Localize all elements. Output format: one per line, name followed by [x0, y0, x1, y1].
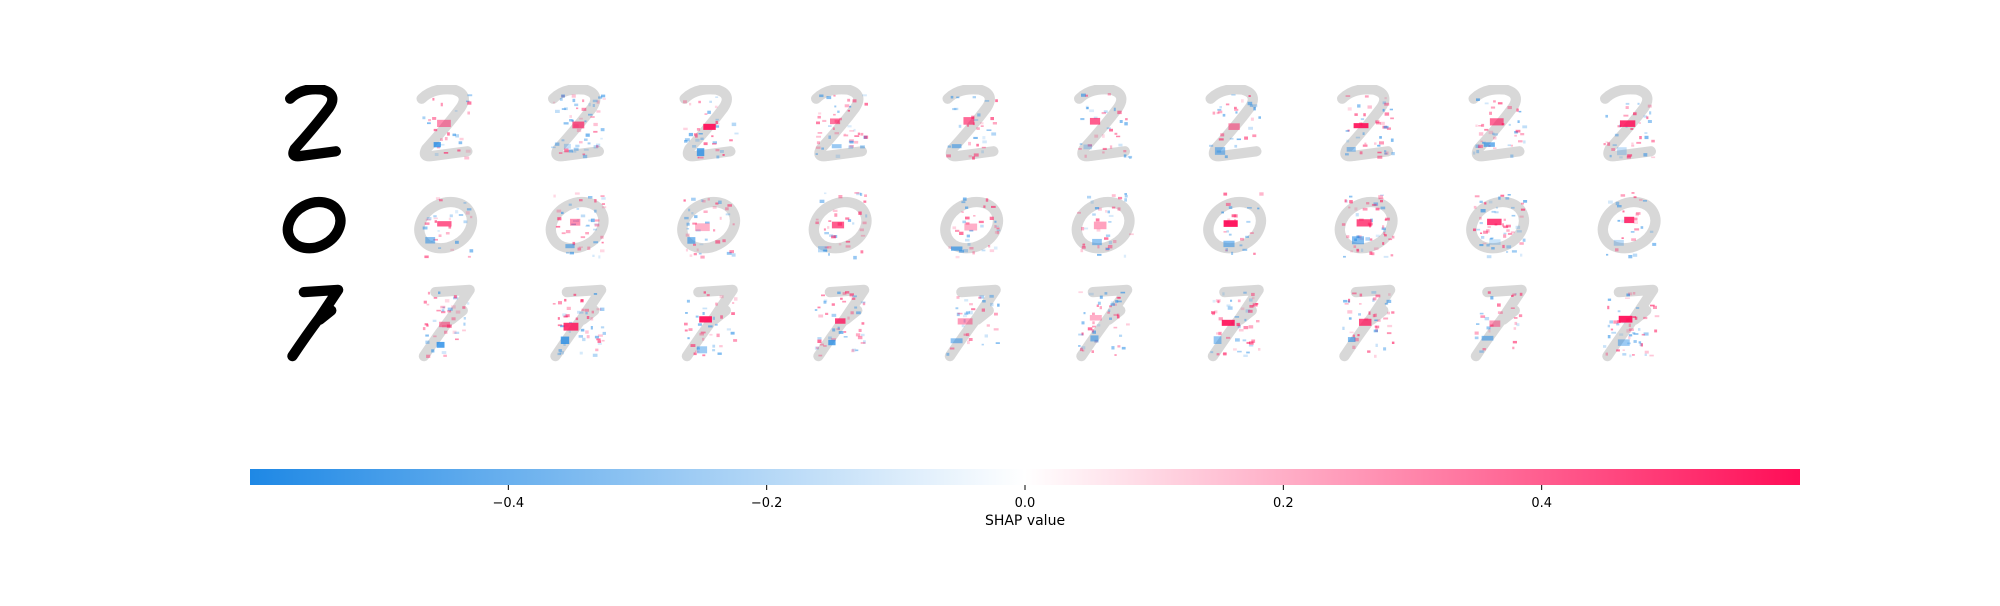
shap-cell-7-2 [684, 290, 738, 356]
shap-cell-7-4 [946, 290, 1000, 356]
shap-cell-7-1 [553, 290, 606, 357]
shap-cell-7-6 [1210, 290, 1260, 357]
colorbar-tick-label-3: 0.2 [1273, 496, 1294, 511]
shap-cell-7-3 [815, 290, 866, 357]
shap-cell-0-2 [674, 193, 743, 259]
shap-cell-2-5 [1078, 89, 1133, 159]
shap-cell-7-5 [1078, 290, 1130, 356]
colorbar-tick-label-4: 0.4 [1531, 496, 1552, 511]
shap-cell-2-6 [1209, 89, 1261, 158]
shap-cell-2-4 [946, 89, 998, 159]
colorbar: −0.4 −0.2 0.0 0.2 0.4 SHAP value [250, 469, 1800, 529]
shap-cell-0-3 [806, 192, 875, 259]
shap-cell-7-7 [1342, 290, 1394, 358]
image-grid [280, 89, 1664, 358]
shap-cell-0-9 [1595, 192, 1664, 258]
colorbar-ticks: −0.4 −0.2 0.0 0.2 0.4 [493, 485, 1552, 511]
shap-cell-0-7 [1332, 193, 1401, 258]
shap-cell-0-1 [543, 192, 612, 258]
shap-cell-7-9 [1603, 290, 1660, 357]
digit-image-2 [290, 89, 336, 156]
colorbar-label: SHAP value [985, 513, 1065, 529]
shap-cell-0-5 [1069, 193, 1138, 258]
colorbar-tick-label-0: −0.4 [493, 496, 525, 511]
digit-image-7 [292, 290, 338, 356]
shap-cell-2-1 [551, 89, 606, 158]
shap-cell-7-0 [423, 290, 470, 358]
shap-cell-2-0 [422, 89, 473, 159]
shap-cell-2-8 [1473, 89, 1528, 158]
shap-cell-7-8 [1475, 290, 1523, 356]
shap-cell-2-3 [816, 89, 869, 158]
shap-cell-0-6 [1200, 192, 1269, 257]
shap-cell-2-2 [683, 89, 739, 158]
digit-image-0 [280, 193, 349, 257]
colorbar-gradient [250, 469, 1800, 485]
shap-cell-0-0 [411, 193, 480, 258]
shap-cell-0-8 [1463, 193, 1532, 258]
shap-cell-2-9 [1604, 89, 1656, 158]
shap-cell-2-7 [1342, 89, 1395, 159]
colorbar-tick-label-2: 0.0 [1015, 496, 1036, 511]
colorbar-tick-label-1: −0.2 [751, 496, 783, 511]
shap-cell-0-4 [937, 193, 1006, 258]
